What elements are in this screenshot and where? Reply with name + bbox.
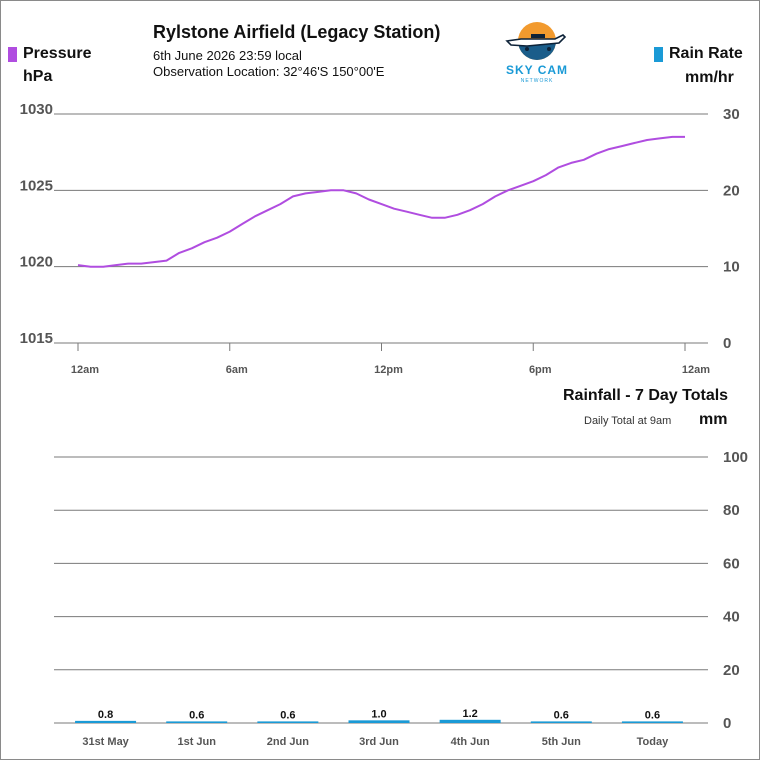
rainfall-value-label: 1.0: [371, 708, 386, 720]
rainfall-bar: [439, 719, 501, 723]
rainfall-y-tick-label: 100: [723, 449, 748, 466]
rainfall-y-tick-label: 60: [723, 555, 740, 572]
rain-rate-y-tick-label: 0: [723, 335, 731, 352]
rainfall-y-unit: mm: [699, 411, 728, 428]
time-tick-label: 6pm: [529, 364, 552, 376]
pressure-line-chart: 1030 1025 1020 1015 30 20 10 0 12am 6am 12pm 6pm 12a…: [20, 101, 740, 376]
rainfall-bar: [530, 721, 592, 723]
time-tick-label: 12am: [682, 364, 710, 376]
rain-rate-legend-label: Rain Rate: [669, 45, 743, 62]
rainfall-value-label: 0.6: [189, 709, 204, 721]
rainfall-bar: [257, 721, 319, 723]
sky-cam-logo: SKY CAM NETWORK: [491, 19, 583, 85]
observation-datetime: 6th June 2026 23:59 local: [153, 48, 302, 63]
rainfall-bar: [75, 720, 137, 723]
rainfall-category-label: 31st May: [82, 736, 129, 748]
sky-cam-logo-graphic: SKY CAM NETWORK: [505, 22, 568, 84]
pressure-y-tick-label: 1030: [20, 101, 53, 118]
rainfall-value-label: 0.6: [645, 709, 660, 721]
observation-location: Observation Location: 32°46'S 150°00'E: [153, 64, 385, 79]
rainfall-y-tick-label: 40: [723, 609, 740, 626]
rain-rate-y-tick-label: 10: [723, 259, 740, 276]
rainfall-y-tick-label: 0: [723, 715, 731, 732]
rain-rate-unit-label: mm/hr: [685, 69, 734, 86]
pressure-legend-swatch: [8, 47, 17, 62]
rainfall-bar: [348, 720, 410, 723]
rainfall-category-label: 5th Jun: [542, 736, 581, 748]
pressure-series-line: [77, 135, 685, 268]
rainfall-category-label: 4th Jun: [451, 736, 490, 748]
time-tick-label: 12am: [71, 364, 99, 376]
rainfall-value-label: 0.6: [554, 709, 569, 721]
rainfall-category-label: 2nd Jun: [267, 736, 309, 748]
pressure-y-tick-label: 1025: [20, 177, 53, 194]
rain-rate-legend-swatch: [654, 47, 663, 62]
logo-text: SKY CAM: [506, 63, 568, 77]
rainfall-category-label: Today: [637, 736, 669, 748]
station-title: Rylstone Airfield (Legacy Station): [153, 22, 441, 42]
time-tick-label: 12pm: [374, 364, 403, 376]
rainfall-category-label: 3rd Jun: [359, 736, 399, 748]
pressure-legend-label: Pressure: [23, 45, 92, 62]
time-tick-label: 6am: [226, 364, 248, 376]
rainfall-chart-subtitle: Daily Total at 9am: [584, 415, 672, 427]
rainfall-bar-chart: 100 80 60 40 20 0 0.8 31st May 0.6 1st Jun 0.6 2nd …: [54, 449, 748, 748]
rainfall-y-tick-label: 80: [723, 502, 740, 519]
pressure-y-tick-label: 1015: [20, 330, 53, 347]
rainfall-value-label: 0.6: [280, 709, 295, 721]
rain-rate-y-tick-label: 30: [723, 106, 740, 123]
rain-rate-y-tick-label: 20: [723, 182, 740, 199]
rainfall-value-label: 1.2: [462, 708, 477, 720]
pressure-unit-label: hPa: [23, 68, 53, 85]
pressure-y-tick-label: 1020: [20, 254, 53, 271]
rainfall-bar: [166, 721, 228, 723]
rainfall-y-tick-label: 20: [723, 662, 740, 679]
rainfall-chart-title: Rainfall - 7 Day Totals: [563, 387, 729, 404]
rainfall-category-label: 1st Jun: [177, 736, 216, 748]
rainfall-value-label: 0.8: [98, 709, 113, 721]
logo-subtext: NETWORK: [521, 78, 554, 84]
rainfall-bar: [621, 721, 683, 723]
